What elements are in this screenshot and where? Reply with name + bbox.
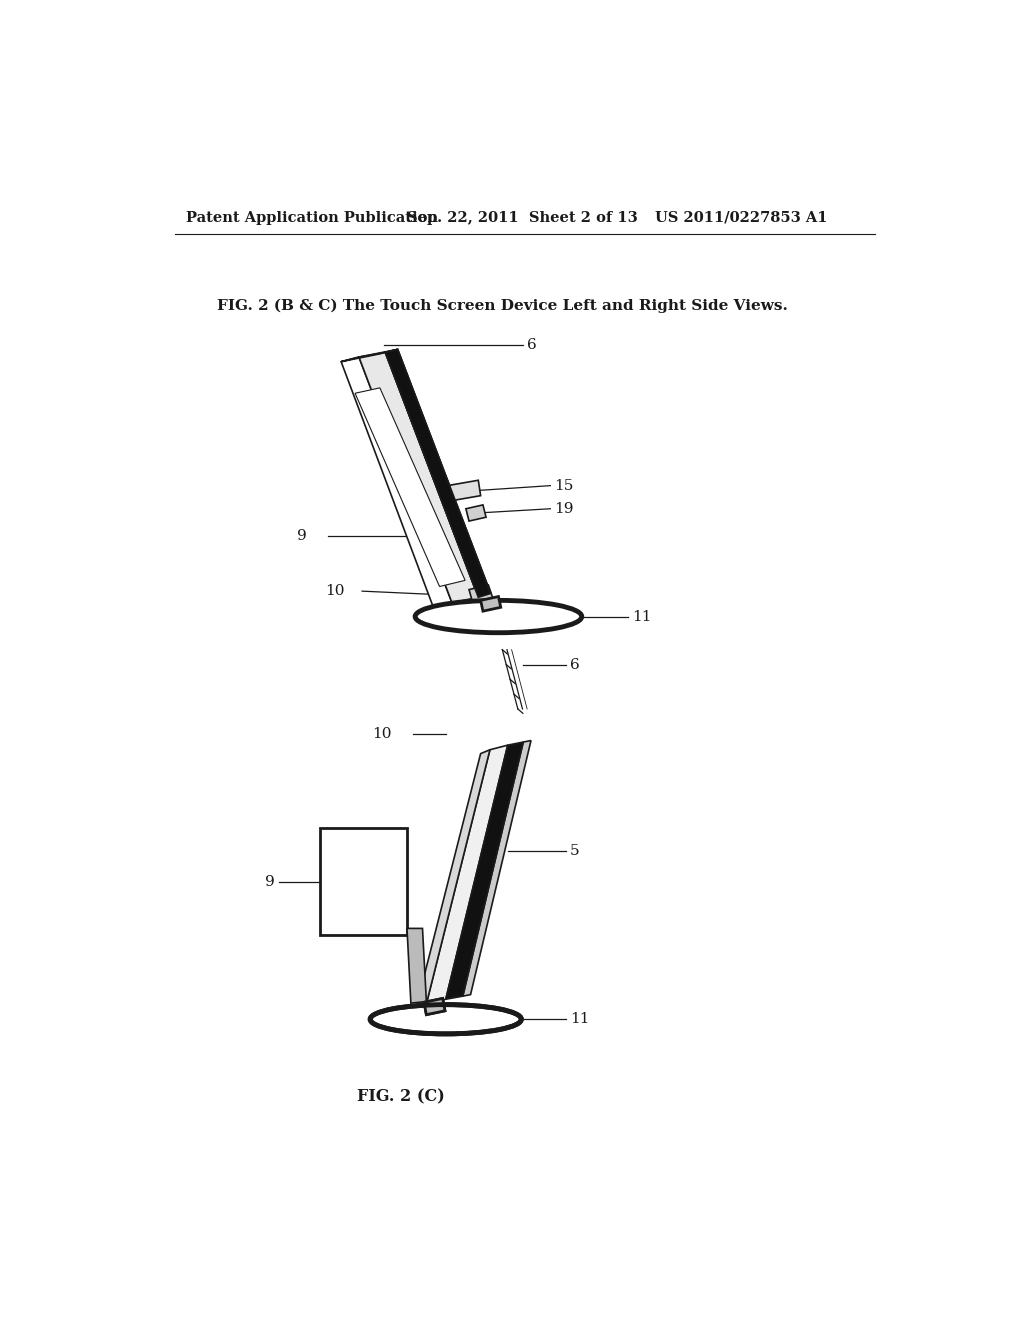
Polygon shape	[424, 998, 445, 1015]
Polygon shape	[424, 998, 445, 1015]
Polygon shape	[466, 506, 486, 521]
Text: 15: 15	[554, 479, 573, 492]
Polygon shape	[321, 829, 407, 935]
Polygon shape	[359, 352, 478, 603]
Text: 11: 11	[632, 610, 651, 623]
Text: 9: 9	[265, 875, 275, 890]
Polygon shape	[469, 585, 494, 606]
Text: 10: 10	[326, 585, 345, 598]
Polygon shape	[480, 597, 501, 611]
Text: 10: 10	[372, 727, 391, 742]
Polygon shape	[385, 350, 490, 598]
Polygon shape	[463, 741, 531, 997]
Polygon shape	[417, 750, 489, 1007]
Text: 11: 11	[569, 1012, 589, 1026]
Text: FIG. 2 (C): FIG. 2 (C)	[356, 1089, 444, 1106]
Ellipse shape	[371, 1005, 521, 1034]
Polygon shape	[385, 350, 490, 598]
Text: US 2011/0227853 A1: US 2011/0227853 A1	[655, 211, 827, 224]
Text: FIG. 2 (B & C) The Touch Screen Device Left and Right Side Views.: FIG. 2 (B & C) The Touch Screen Device L…	[217, 298, 788, 313]
Polygon shape	[341, 350, 397, 362]
Text: 19: 19	[554, 502, 573, 516]
Text: 6: 6	[527, 338, 537, 351]
Text: Sep. 22, 2011  Sheet 2 of 13: Sep. 22, 2011 Sheet 2 of 13	[407, 211, 638, 224]
Text: 9: 9	[297, 529, 306, 543]
Polygon shape	[355, 388, 465, 586]
Polygon shape	[341, 358, 452, 607]
Text: Patent Application Publication: Patent Application Publication	[186, 211, 438, 224]
Text: 5: 5	[569, 845, 580, 858]
Polygon shape	[445, 742, 523, 999]
Polygon shape	[447, 480, 480, 502]
Polygon shape	[407, 928, 426, 1003]
Text: 6: 6	[569, 659, 580, 672]
Ellipse shape	[415, 601, 582, 632]
Polygon shape	[426, 744, 508, 1003]
